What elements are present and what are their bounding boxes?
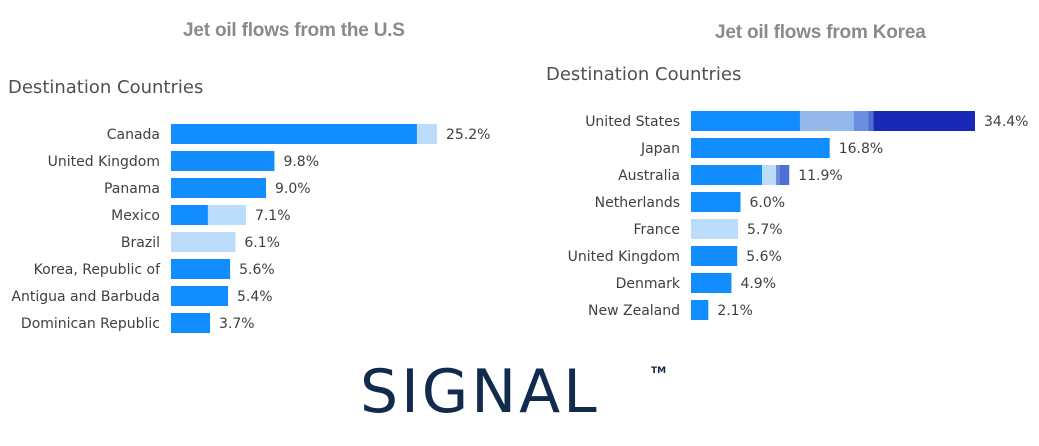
us-chart-title: Jet oil flows from the U.S <box>183 20 405 41</box>
korea-bar-segment[interactable] <box>691 246 738 266</box>
us-category-label: Korea, Republic of <box>34 262 161 278</box>
us-category-label: Panama <box>104 181 160 197</box>
korea-category-label: Australia <box>618 168 680 184</box>
korea-chart-title: Jet oil flows from Korea <box>715 22 926 43</box>
korea-bar-segment[interactable] <box>853 111 869 131</box>
us-bar-segment[interactable] <box>416 124 437 144</box>
korea-bar-segment[interactable] <box>776 165 780 185</box>
us-value-label: 9.8% <box>283 154 319 170</box>
korea-value-label: 5.6% <box>746 249 782 265</box>
korea-bar-segment[interactable] <box>691 165 762 185</box>
us-category-label: United Kingdom <box>48 154 160 170</box>
korea-category-label: Japan <box>640 141 680 157</box>
us-value-label: 5.6% <box>239 262 275 278</box>
us-value-label: 25.2% <box>446 127 490 143</box>
korea-value-label: 34.4% <box>984 114 1028 130</box>
korea-value-label: 11.9% <box>798 168 842 184</box>
korea-bar-segment[interactable] <box>799 111 854 131</box>
korea-value-label: 5.7% <box>747 222 783 238</box>
korea-bar-segment[interactable] <box>691 111 800 131</box>
korea-bar-segment[interactable] <box>691 300 709 320</box>
us-category-label: Mexico <box>111 208 160 224</box>
korea-bar-segment[interactable] <box>691 192 741 212</box>
us-chart-subtitle: Destination Countries <box>8 77 204 98</box>
korea-category-label: Denmark <box>616 276 681 292</box>
us-bar-segment[interactable] <box>171 232 236 252</box>
korea-value-label: 6.0% <box>750 195 786 211</box>
korea-category-label: United Kingdom <box>568 249 680 265</box>
us-category-label: Dominican Republic <box>21 316 160 332</box>
us-bar-segment[interactable] <box>171 286 228 306</box>
korea-bar-segment[interactable] <box>779 165 790 185</box>
korea-bar-segment[interactable] <box>868 111 874 131</box>
korea-category-label: France <box>633 222 680 238</box>
korea-bar-segment[interactable] <box>691 138 830 158</box>
korea-value-label: 16.8% <box>839 141 883 157</box>
korea-bar-segment[interactable] <box>691 273 732 293</box>
korea-category-label: United States <box>585 114 680 130</box>
us-category-label: Canada <box>107 127 160 143</box>
korea-chart-subtitle: Destination Countries <box>546 64 742 85</box>
us-category-label: Brazil <box>121 235 160 251</box>
korea-value-label: 4.9% <box>740 276 776 292</box>
us-value-label: 3.7% <box>219 316 255 332</box>
us-bar-segment[interactable] <box>171 205 208 225</box>
us-bar-segment[interactable] <box>171 178 266 198</box>
korea-bar-segment[interactable] <box>762 165 777 185</box>
us-bar-segment[interactable] <box>171 124 417 144</box>
us-value-label: 6.1% <box>244 235 280 251</box>
us-value-label: 7.1% <box>255 208 291 224</box>
us-bar-segment[interactable] <box>171 259 231 279</box>
us-bar-segment[interactable] <box>207 205 246 225</box>
korea-bar-segment[interactable] <box>873 111 975 131</box>
us-value-label: 5.4% <box>237 289 273 305</box>
us-value-label: 9.0% <box>275 181 311 197</box>
korea-value-label: 2.1% <box>717 303 753 319</box>
us-bar-segment[interactable] <box>171 151 275 171</box>
signal-logo: SIGNAL <box>360 357 600 427</box>
us-bar-segment[interactable] <box>171 313 211 333</box>
korea-category-label: Netherlands <box>595 195 680 211</box>
us-category-label: Antigua and Barbuda <box>11 289 160 305</box>
korea-bar-segment[interactable] <box>691 219 739 239</box>
trademark-mark: TM <box>651 366 667 376</box>
korea-category-label: New Zealand <box>588 303 680 319</box>
